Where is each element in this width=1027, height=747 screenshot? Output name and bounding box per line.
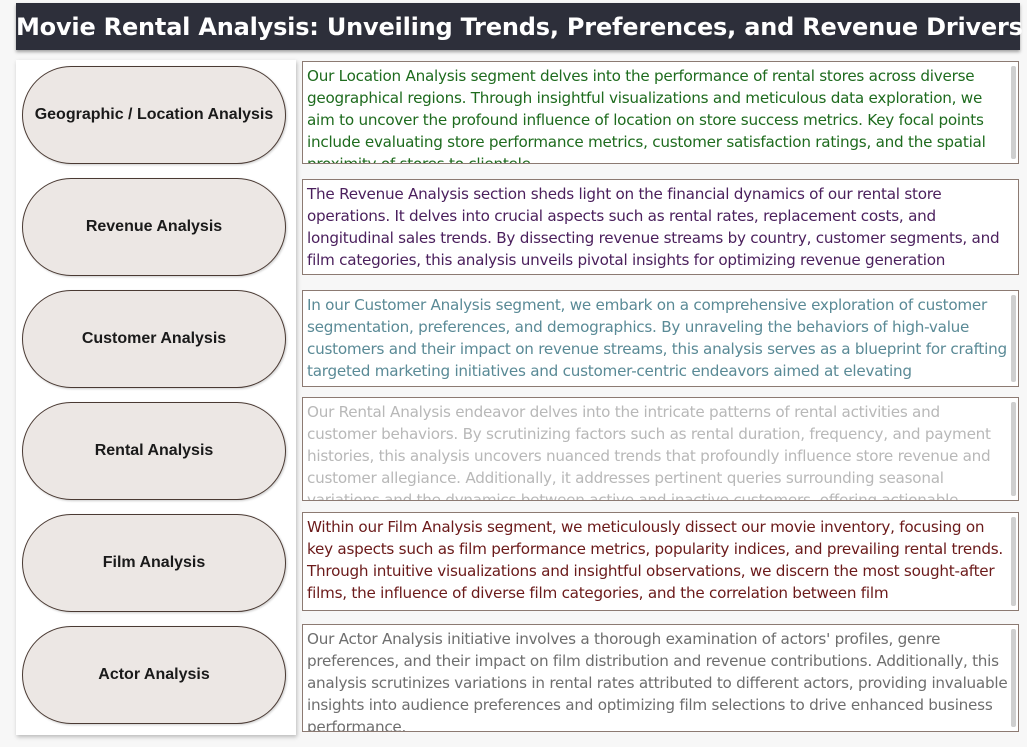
film-description-text: Within our Film Analysis segment, we met…: [307, 518, 1003, 602]
button-label: Revenue Analysis: [85, 218, 223, 235]
film-analysis-button[interactable]: Film Analysis: [22, 514, 286, 612]
actor-description-text: Our Actor Analysis initiative involves a…: [307, 630, 1008, 732]
geographic-location-analysis-button[interactable]: Geographic / Location Analysis: [22, 66, 286, 164]
button-label: Geographic / Location Analysis: [34, 106, 274, 123]
film-description-box[interactable]: Within our Film Analysis segment, we met…: [302, 512, 1019, 611]
scrollbar[interactable]: [1011, 66, 1016, 159]
customer-description-box[interactable]: In our Customer Analysis segment, we emb…: [302, 290, 1019, 387]
scrollbar[interactable]: [1011, 517, 1016, 606]
button-label: Actor Analysis: [98, 666, 210, 683]
page-title: Movie Rental Analysis: Unveiling Trends,…: [16, 13, 1023, 41]
rental-analysis-button[interactable]: Rental Analysis: [22, 402, 286, 500]
customer-analysis-button[interactable]: Customer Analysis: [22, 290, 286, 388]
revenue-description-box: The Revenue Analysis section sheds light…: [302, 179, 1019, 275]
navigation-panel: [16, 60, 296, 735]
scrollbar[interactable]: [1011, 402, 1016, 496]
actor-analysis-button[interactable]: Actor Analysis: [22, 626, 286, 724]
revenue-analysis-button[interactable]: Revenue Analysis: [22, 178, 286, 276]
scrollbar[interactable]: [1011, 295, 1016, 382]
button-label: Customer Analysis: [81, 330, 227, 347]
rental-description-text: Our Rental Analysis endeavor delves into…: [307, 403, 991, 501]
actor-description-box[interactable]: Our Actor Analysis initiative involves a…: [302, 624, 1019, 732]
button-label: Rental Analysis: [94, 442, 214, 459]
button-label: Film Analysis: [102, 554, 206, 571]
location-description-box[interactable]: Our Location Analysis segment delves int…: [302, 61, 1019, 164]
title-banner: Movie Rental Analysis: Unveiling Trends,…: [16, 3, 1023, 50]
revenue-description-text: The Revenue Analysis section sheds light…: [307, 185, 1000, 269]
customer-description-text: In our Customer Analysis segment, we emb…: [307, 296, 1007, 380]
scrollbar[interactable]: [1011, 629, 1016, 727]
location-description-text: Our Location Analysis segment delves int…: [307, 67, 986, 164]
rental-description-box[interactable]: Our Rental Analysis endeavor delves into…: [302, 397, 1019, 501]
